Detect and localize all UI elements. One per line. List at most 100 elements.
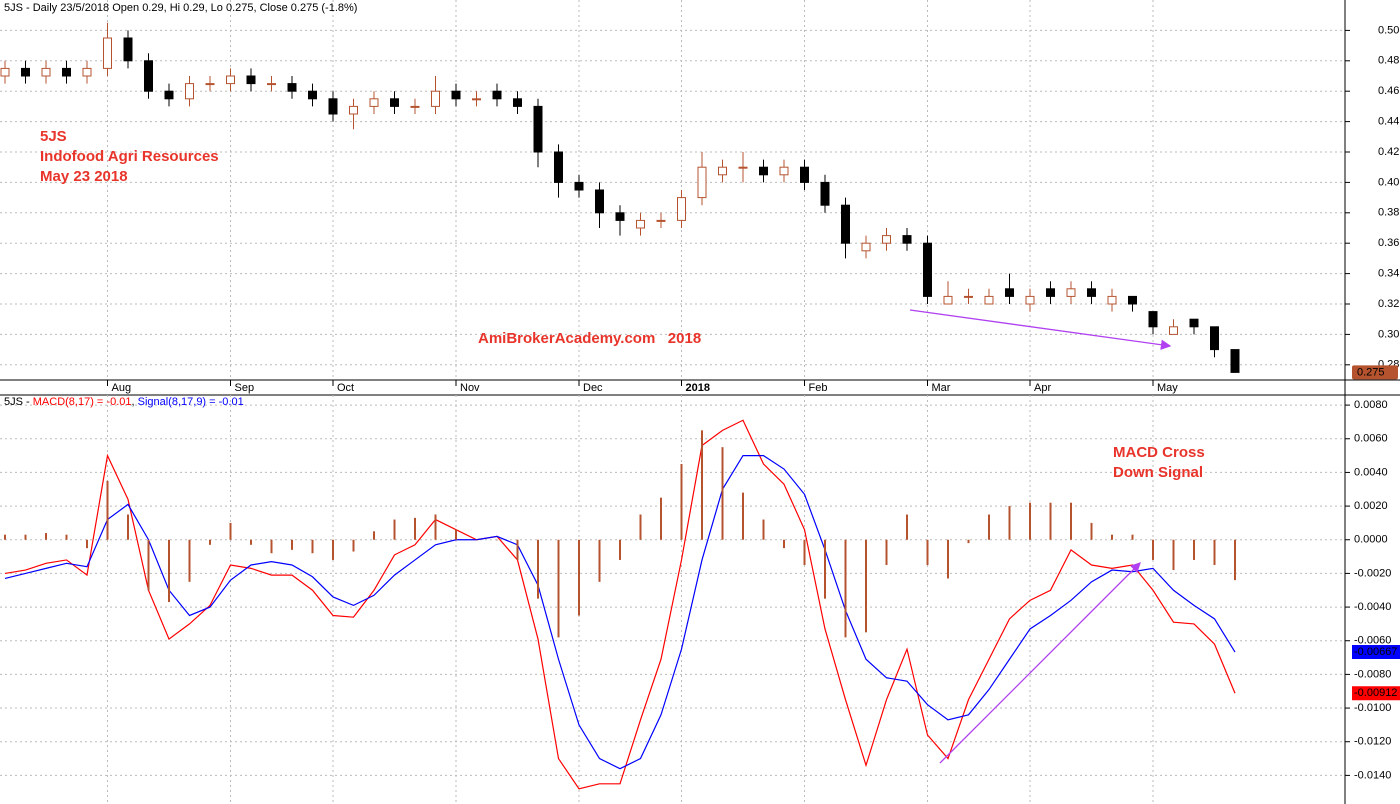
last-value-label: -0.00667	[1354, 646, 1397, 658]
histogram-bar	[1152, 539, 1154, 560]
x-tick-label: Nov	[460, 382, 480, 394]
histogram-bar	[906, 514, 908, 540]
annotation: Down Signal	[1113, 464, 1203, 481]
histogram-bar	[250, 539, 252, 545]
histogram-bar	[1029, 502, 1031, 540]
y-tick-label: 0.40	[1378, 176, 1399, 188]
histogram-bar	[311, 539, 314, 554]
y-tick-label: 0.46	[1378, 85, 1399, 97]
histogram-bar	[1008, 506, 1011, 540]
y-tick-label: -0.0040	[1354, 601, 1391, 613]
candle-body	[1087, 288, 1096, 297]
histogram-bar	[229, 522, 232, 540]
histogram-bar	[1090, 522, 1093, 540]
candle-body	[554, 151, 563, 183]
histogram-bar	[1193, 539, 1195, 560]
candle-body	[144, 60, 153, 92]
histogram-bar	[270, 539, 273, 554]
candle-body	[308, 90, 317, 100]
candle-body	[800, 166, 809, 183]
y-tick-label: 0.42	[1378, 146, 1399, 158]
annotation: 5JS	[40, 128, 67, 145]
last-price-label: 0.275	[1357, 366, 1385, 378]
x-tick-label: Mar	[932, 382, 951, 394]
candle-body	[164, 90, 174, 100]
candle-body	[1230, 349, 1240, 373]
histogram-bar	[803, 539, 806, 565]
candle-body	[759, 166, 768, 176]
histogram-bar	[86, 539, 88, 549]
y-tick-label: -0.0060	[1354, 635, 1391, 647]
candle-body	[349, 105, 358, 115]
histogram-bar	[127, 514, 129, 540]
candle-body	[595, 189, 604, 214]
histogram-bar	[475, 539, 478, 541]
candle-body	[246, 75, 256, 85]
histogram-bar	[865, 539, 867, 633]
x-tick-label: Apr	[1034, 382, 1051, 394]
candle-body	[820, 181, 830, 206]
histogram-bar	[496, 539, 498, 541]
candle-body	[41, 67, 51, 77]
candle-body	[472, 98, 481, 101]
histogram-bar	[168, 539, 170, 603]
y-tick-label: -0.0080	[1354, 668, 1391, 680]
x-tick-label: Feb	[809, 382, 828, 394]
histogram-bar	[988, 514, 990, 540]
candle-body	[369, 98, 379, 107]
indicator-line	[4, 419, 1236, 790]
candle-body	[226, 75, 235, 85]
histogram-bar	[701, 430, 703, 540]
candle-body	[656, 219, 666, 222]
last-value-badge	[1352, 645, 1400, 660]
candle-body	[1128, 295, 1137, 305]
histogram-bar	[926, 539, 929, 565]
legend-entry: Signal(8,17,9) = -0.01	[138, 396, 244, 408]
candle-body	[984, 295, 994, 305]
candle-body	[1046, 288, 1055, 297]
candle-body	[0, 67, 10, 77]
y-tick-label: 0.0000	[1354, 534, 1388, 546]
x-tick-label: Oct	[337, 382, 354, 394]
histogram-bar	[557, 539, 560, 638]
candle-body	[943, 295, 953, 305]
histogram-bar	[1172, 539, 1175, 571]
histogram-bar	[393, 519, 396, 540]
candle-body	[82, 67, 92, 77]
annotation: Indofood Agri Resources	[40, 148, 219, 165]
annotation: MACD Cross	[1113, 444, 1205, 461]
last-value-label: -0.00912	[1354, 687, 1397, 699]
candle-body	[861, 242, 871, 252]
candle-body	[1210, 326, 1219, 351]
candle-body	[1025, 295, 1035, 305]
y-tick-label: 0.0040	[1354, 466, 1388, 478]
histogram-bar	[824, 539, 826, 599]
y-tick-label: 0.48	[1378, 55, 1399, 67]
histogram-bar	[967, 539, 970, 544]
histogram-bar	[45, 533, 47, 540]
y-tick-label: 0.0020	[1354, 500, 1388, 512]
candle-body	[103, 37, 112, 69]
candle-body	[492, 90, 502, 100]
candle-body	[123, 37, 133, 62]
histogram-bar	[598, 539, 601, 582]
last-value-badge	[1352, 686, 1400, 701]
x-tick-label: Sep	[235, 382, 255, 394]
histogram-bar	[578, 539, 580, 616]
x-tick-label: Dec	[583, 382, 603, 394]
candle-body	[21, 67, 30, 77]
candle-body	[841, 204, 850, 244]
candle-body	[615, 212, 625, 221]
y-tick-label: 0.0080	[1354, 399, 1388, 411]
y-tick-label: 0.30	[1378, 328, 1399, 340]
y-tick-label: 0.0060	[1354, 433, 1388, 445]
y-tick-label: 0.38	[1378, 207, 1399, 219]
histogram-bar	[65, 534, 68, 540]
candle-body	[636, 219, 645, 229]
x-tick-label: 2018	[686, 382, 710, 394]
histogram-bar	[844, 539, 847, 638]
histogram-bar	[1049, 502, 1052, 540]
header-prefix: 5JS -	[4, 396, 30, 408]
annotation: May 23 2018	[40, 168, 128, 185]
